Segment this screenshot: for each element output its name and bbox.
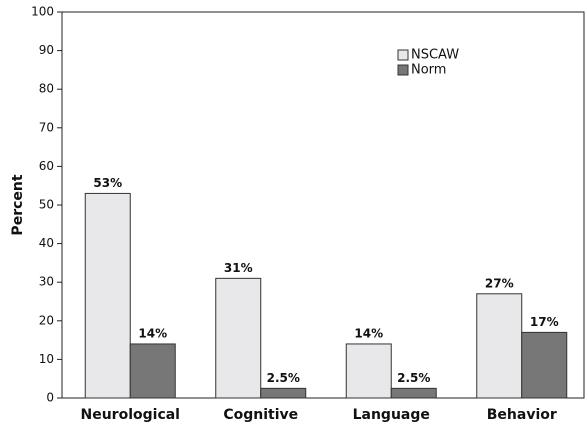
y-axis-label: Percent <box>10 174 26 235</box>
y-tick-label: 30 <box>39 275 54 289</box>
y-tick-label: 20 <box>39 313 54 327</box>
value-label: 53% <box>93 176 122 190</box>
legend-label: NSCAW <box>411 48 459 63</box>
bar <box>260 387 307 399</box>
value-label: 27% <box>485 276 514 290</box>
y-tick-label: 90 <box>39 43 54 57</box>
x-tick-label: Neurological <box>81 407 180 423</box>
x-tick-label: Behavior <box>487 407 557 423</box>
legend-swatch <box>397 64 409 76</box>
value-label: 2.5% <box>267 371 300 385</box>
y-tick-label: 10 <box>39 352 54 366</box>
x-tick-label: Language <box>353 407 430 423</box>
bar <box>390 387 437 399</box>
y-tick-label: 50 <box>39 198 54 212</box>
legend-label: Norm <box>411 63 446 78</box>
y-tick-label: 0 <box>46 391 54 405</box>
value-label: 14% <box>354 326 383 340</box>
y-tick-label: 40 <box>39 236 54 250</box>
bar <box>215 277 262 399</box>
bar <box>129 343 176 399</box>
bar <box>84 192 131 399</box>
y-tick-label: 70 <box>39 120 54 134</box>
legend-swatch <box>397 49 409 61</box>
x-tick-label: Cognitive <box>223 407 298 423</box>
y-tick-label: 100 <box>31 5 54 19</box>
bar <box>521 331 568 399</box>
y-tick-label: 80 <box>39 82 54 96</box>
value-label: 17% <box>530 315 559 329</box>
bar <box>345 343 392 399</box>
value-label: 14% <box>138 326 167 340</box>
y-tick-label: 60 <box>39 159 54 173</box>
value-label: 2.5% <box>397 371 430 385</box>
value-label: 31% <box>224 261 253 275</box>
bar <box>476 293 523 399</box>
